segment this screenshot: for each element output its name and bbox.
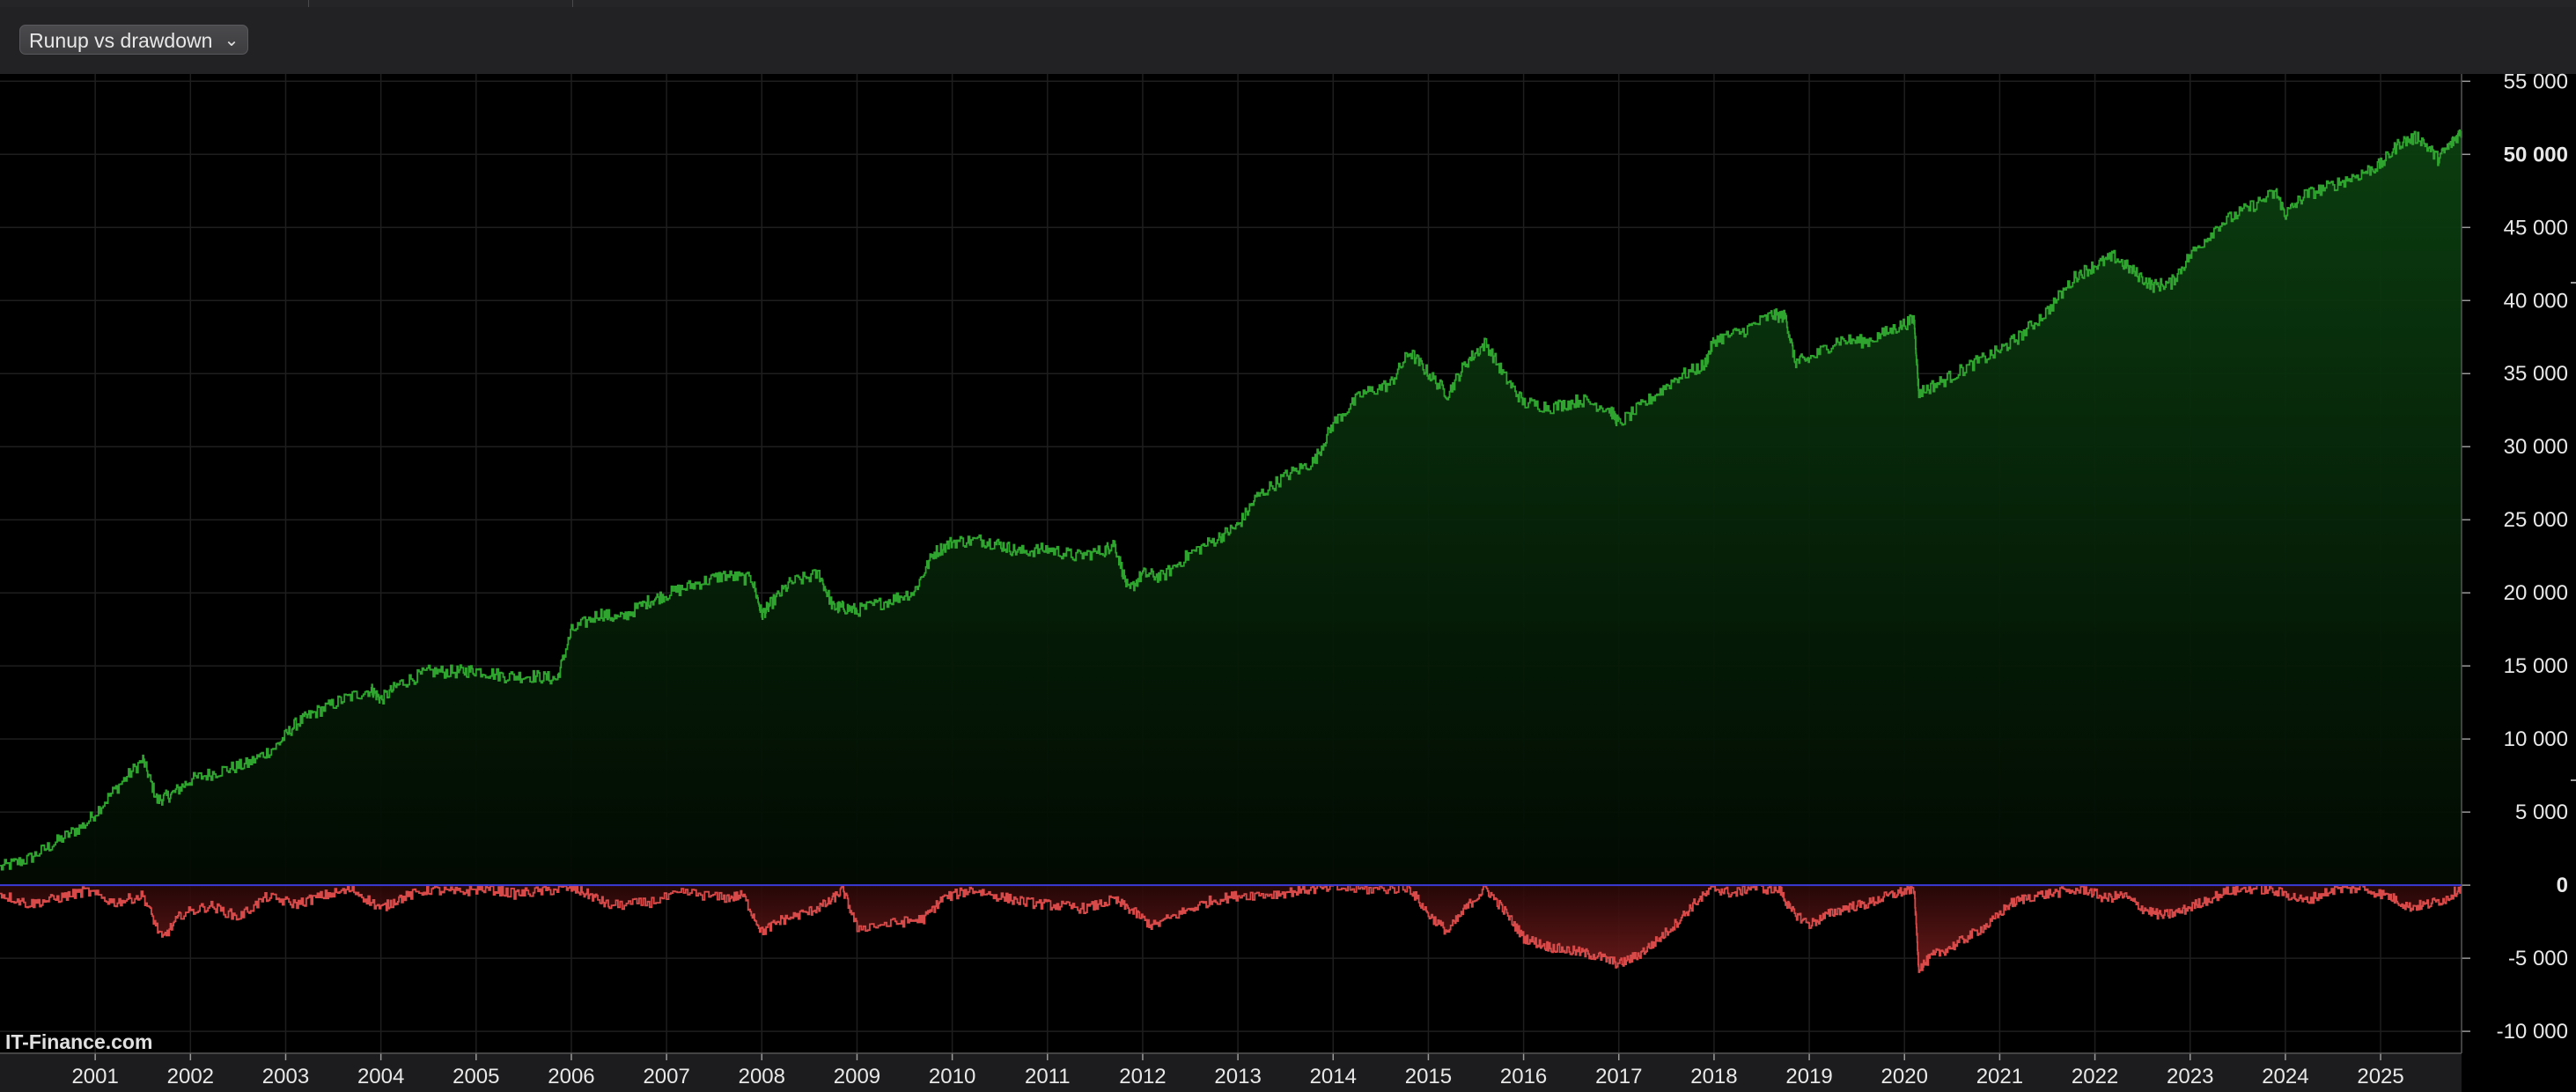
- x-tick-label: 2007: [643, 1065, 689, 1088]
- x-tick-label: 2022: [2072, 1065, 2118, 1088]
- runup-line: [0, 129, 2462, 871]
- x-tick-label: 2014: [1310, 1065, 1357, 1088]
- x-tick-label: 2012: [1119, 1065, 1166, 1088]
- y-tick-label: 50 000: [2504, 143, 2568, 166]
- view-mode-select[interactable]: Runup vs drawdown ⌄: [19, 25, 249, 55]
- y-tick-label: 15 000: [2504, 654, 2568, 678]
- x-tick-label: 2005: [453, 1065, 499, 1088]
- top-strip-divider: [308, 0, 309, 7]
- x-tick-label: 2004: [357, 1065, 404, 1088]
- y-tick-label: 25 000: [2504, 508, 2568, 532]
- chart-toolbar: Runup vs drawdown ⌄: [0, 7, 2576, 75]
- y-tick-label: 45 000: [2504, 216, 2568, 240]
- y-axis-ticks: 55 000 50 000 45 000 40 000 35 000 30 000 25 0…: [2461, 70, 2568, 1053]
- x-tick-label: 2009: [834, 1065, 880, 1088]
- x-tick-label: 2011: [1025, 1065, 1071, 1088]
- y-tick-label: 10 000: [2504, 727, 2568, 751]
- y-tick-label: 30 000: [2504, 435, 2568, 459]
- runup-area: [0, 129, 2462, 886]
- x-tick-label: 2002: [167, 1065, 214, 1088]
- view-mode-select-label: Runup vs drawdown: [29, 29, 213, 52]
- resize-handle[interactable]: [2571, 282, 2576, 284]
- x-tick-label: 2018: [1690, 1065, 1737, 1088]
- resize-handle[interactable]: [2571, 779, 2576, 781]
- y-tick-label: 40 000: [2504, 289, 2568, 313]
- branding-watermark: IT-Finance.com: [5, 1030, 153, 1053]
- y-tick-label: 55 000: [2504, 70, 2568, 93]
- x-tick-label: 2017: [1595, 1065, 1642, 1088]
- y-tick-label: 20 000: [2504, 581, 2568, 605]
- chevron-down-icon[interactable]: ⌄: [224, 31, 239, 50]
- x-axis-ticks: 2001 2002 2003 2004 2005 2006 2007 2008 2009 2010…: [0, 1052, 2462, 1088]
- x-tick-label: 2010: [929, 1065, 975, 1088]
- y-tick-label: -10 000: [2497, 1020, 2568, 1044]
- drawdown-line: [0, 884, 2462, 973]
- x-tick-label: 2013: [1214, 1065, 1261, 1088]
- y-tick-label: 0: [2557, 874, 2568, 897]
- x-tick-label: 2003: [262, 1065, 309, 1088]
- x-tick-label: 2019: [1785, 1065, 1832, 1088]
- x-tick-label: 2015: [1405, 1065, 1452, 1088]
- x-tick-label: 2006: [548, 1065, 594, 1088]
- x-tick-label: 2016: [1500, 1065, 1547, 1088]
- x-tick-label: 2008: [739, 1065, 785, 1088]
- series-lines: [0, 129, 2462, 973]
- y-tick-label: 5 000: [2515, 801, 2568, 824]
- x-tick-label: 2024: [2262, 1065, 2308, 1088]
- top-strip-divider: [572, 0, 573, 7]
- x-tick-label: 2023: [2167, 1065, 2213, 1088]
- x-tick-label: 2001: [71, 1065, 118, 1088]
- y-tick-label: -5 000: [2508, 947, 2568, 970]
- x-tick-label: 2021: [1976, 1065, 2023, 1088]
- x-tick-label: 2025: [2357, 1065, 2403, 1088]
- x-tick-label: 2020: [1881, 1065, 1928, 1088]
- y-axis-panel: [2462, 74, 2576, 1092]
- right-edge-handles: [2571, 264, 2576, 793]
- y-tick-label: 35 000: [2504, 362, 2568, 386]
